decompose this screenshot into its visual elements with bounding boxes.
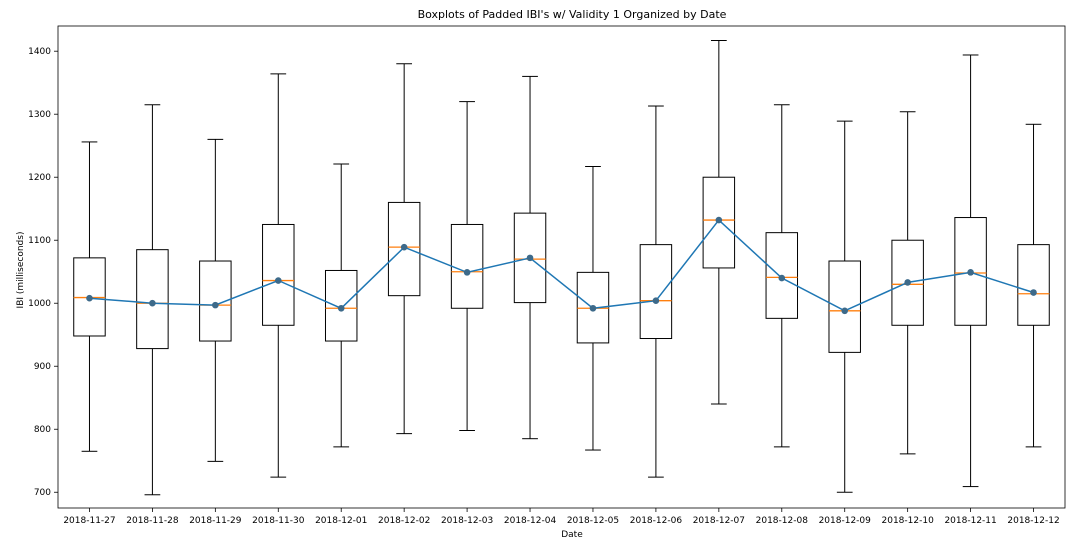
x-tick-label: 2018-12-09 (819, 516, 872, 526)
x-tick-label: 2018-11-28 (126, 516, 179, 526)
y-tick-label: 800 (34, 425, 51, 435)
mean-point (337, 304, 345, 312)
mean-point (463, 269, 471, 276)
box (450, 223, 484, 309)
x-tick-label: 2018-12-06 (630, 516, 683, 526)
box (639, 244, 673, 340)
x-tick-label: 2018-11-30 (252, 516, 305, 526)
box (199, 260, 232, 342)
y-tick-label: 700 (34, 488, 51, 498)
box (828, 260, 861, 353)
y-tick-label: 900 (34, 362, 51, 372)
mean-point (212, 301, 219, 309)
y-tick-label: 1400 (28, 47, 51, 57)
plot-area: 700 800 900 1000 1100 1200 1300 1400 2018-11-27 2… (28, 25, 1066, 526)
mean-point (904, 279, 911, 286)
x-tick-label: 2018-12-03 (441, 516, 493, 526)
mean-point (967, 269, 974, 276)
mean-point (86, 294, 93, 302)
chart-title: Boxplots of Padded IBI's w/ Validity 1 O… (418, 8, 727, 21)
box (891, 239, 924, 326)
box (765, 232, 799, 319)
mean-line (89, 218, 1034, 312)
x-tick-label: 2018-11-29 (189, 516, 242, 526)
x-tick-label: 2018-12-07 (693, 516, 745, 526)
y-tick-label: 1200 (28, 173, 51, 183)
plot-frame (57, 25, 1066, 509)
box (1017, 244, 1050, 326)
box (702, 176, 736, 269)
x-tick-label: 2018-12-02 (378, 516, 430, 526)
mean-point (400, 243, 408, 251)
mean-point (841, 307, 849, 315)
mean-point (778, 274, 786, 282)
mean-point (715, 216, 723, 224)
mean-point (652, 297, 660, 305)
y-tick-label: 1000 (28, 299, 51, 309)
mean-point (1030, 289, 1037, 296)
mean-point (526, 254, 534, 262)
y-axis-label: IBI (milliseconds) (16, 232, 26, 309)
mean-point (589, 304, 597, 312)
x-tick-label: 2018-12-08 (756, 516, 809, 526)
x-tick-label: 2018-12-12 (1007, 516, 1059, 526)
x-tick-label: 2018-12-01 (315, 516, 367, 526)
x-tick-label: 2018-11-27 (63, 516, 115, 526)
box (262, 223, 295, 326)
x-tick-label: 2018-12-11 (944, 516, 996, 526)
mean-point (274, 277, 282, 284)
box (387, 201, 421, 297)
x-tick-label: 2018-12-10 (882, 516, 935, 526)
box (954, 217, 987, 326)
x-tick-label: 2018-12-05 (567, 516, 619, 526)
box (324, 269, 358, 342)
mean-point (149, 299, 156, 307)
box (136, 249, 169, 350)
x-tick-label: 2018-12-04 (504, 516, 557, 526)
y-tick-label: 1100 (28, 236, 51, 246)
x-axis-label: Date (561, 530, 583, 540)
y-tick-label: 1300 (28, 110, 51, 120)
box (513, 212, 547, 304)
